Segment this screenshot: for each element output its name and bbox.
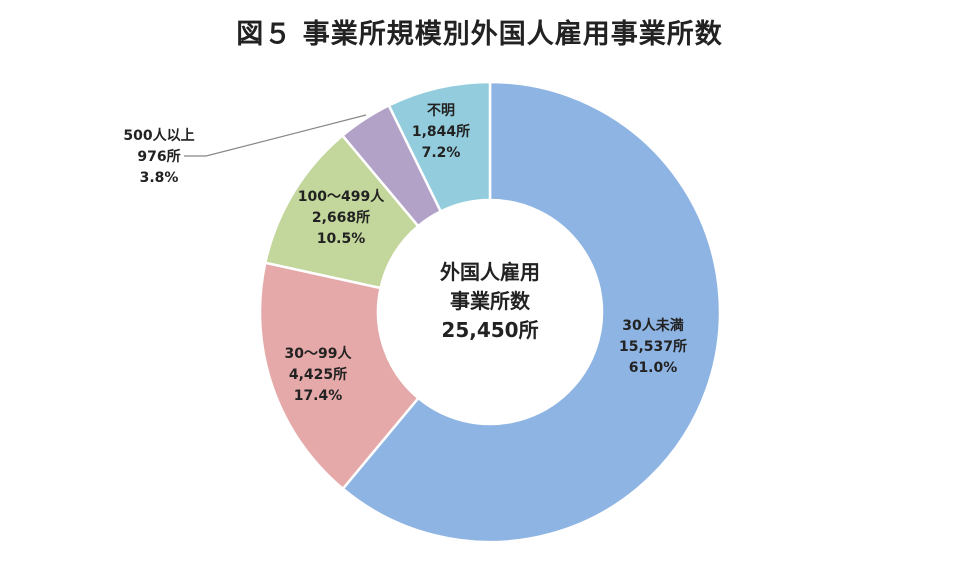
label-under-30-count: 15,537所: [618, 339, 688, 355]
label-under-30-name: 30人未満: [622, 318, 684, 334]
label-unknown-count: 1,844所: [411, 124, 471, 140]
label-30-99: 30～99人 4,425所 17.4%: [263, 344, 373, 407]
label-500-plus-percent: 3.8%: [139, 170, 179, 186]
label-under-30-percent: 61.0%: [628, 360, 678, 376]
label-30-99-name: 30～99人: [284, 346, 352, 362]
chart-title: 図５ 事業所規模別外国人雇用事業所数: [236, 19, 723, 50]
label-100-499-count: 2,668所: [311, 210, 371, 226]
donut-slices: [258, 80, 722, 544]
label-unknown: 不明 1,844所 7.2%: [396, 101, 486, 164]
label-500-plus-count: 976所: [137, 149, 181, 165]
label-under-30: 30人未満 15,537所 61.0%: [598, 316, 708, 379]
slice-unknown: [387, 80, 492, 214]
label-100-499: 100～499人 2,668所 10.5%: [277, 187, 405, 250]
label-30-99-percent: 17.4%: [293, 388, 343, 404]
center-line1: 外国人雇用: [440, 260, 540, 284]
label-500-plus: 500人以上 976所 3.8%: [104, 126, 214, 189]
label-500-plus-name: 500人以上: [123, 128, 195, 144]
label-unknown-percent: 7.2%: [421, 145, 461, 161]
label-100-499-percent: 10.5%: [316, 231, 366, 247]
leader-line-500-plus: [184, 114, 367, 157]
label-100-499-name: 100～499人: [297, 189, 385, 205]
label-30-99-count: 4,425所: [288, 367, 348, 383]
center-total: 25,450所: [441, 318, 539, 342]
slice-30-99: [258, 261, 421, 491]
slice-under-30: [341, 80, 722, 544]
label-unknown-name: 不明: [427, 103, 455, 119]
center-line2: 事業所数: [450, 289, 530, 313]
center-label: 外国人雇用 事業所数 25,450所: [398, 258, 582, 345]
